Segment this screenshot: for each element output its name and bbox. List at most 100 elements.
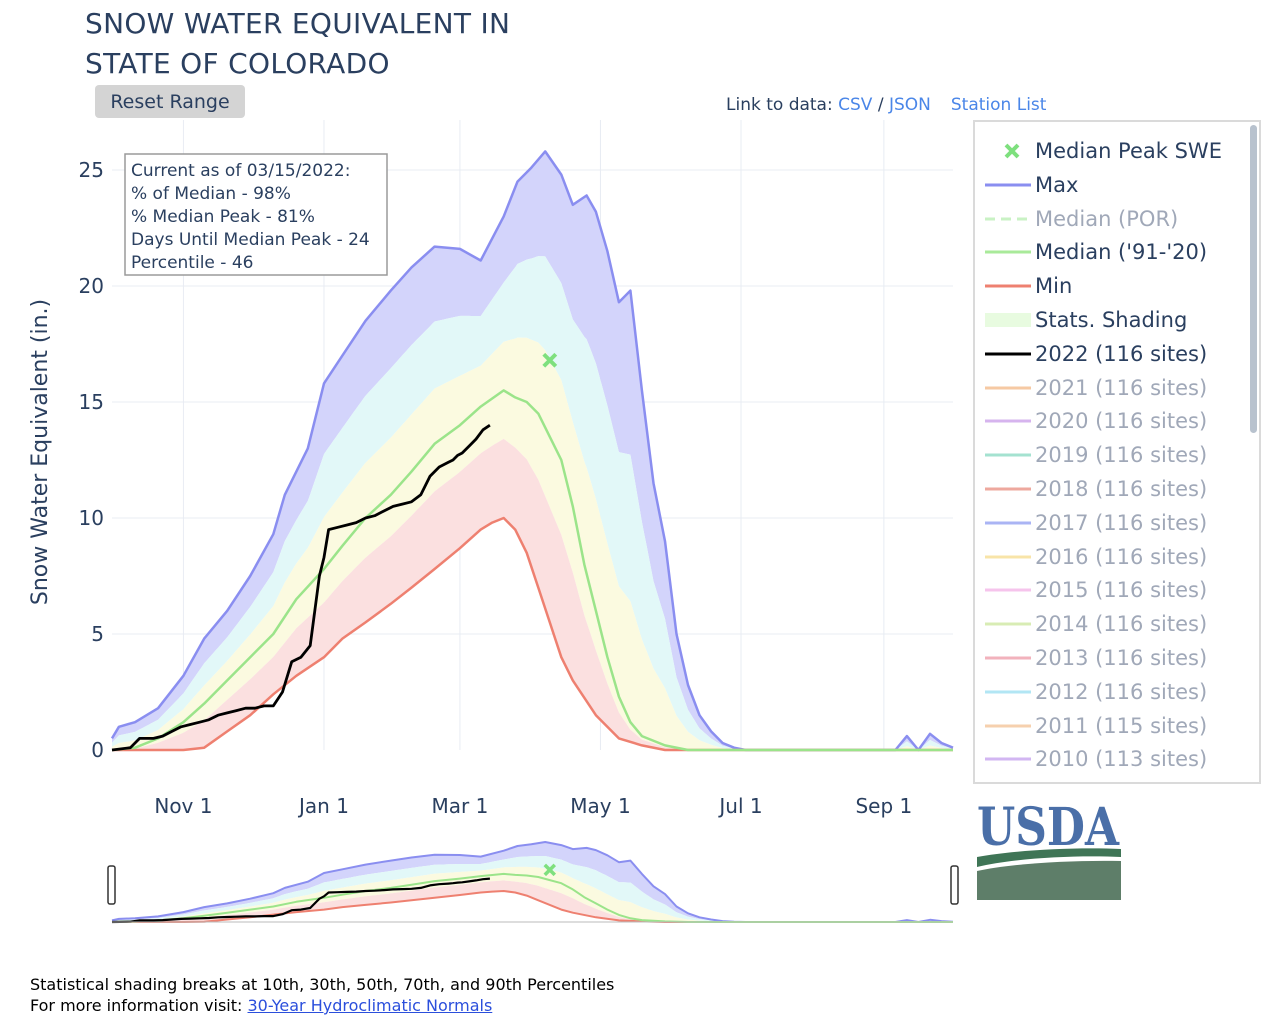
median-peak-marker <box>542 352 558 368</box>
legend-item[interactable]: 2021 (116 sites) <box>975 373 1235 403</box>
band-p10-p30 <box>112 438 953 750</box>
footer-info: For more information visit: 30-Year Hydr… <box>30 995 614 1016</box>
median-series-line <box>111 389 953 752</box>
band-p50-p70 <box>112 337 953 750</box>
slider-median-peak-marker <box>543 863 557 877</box>
legend-swatch <box>985 183 1031 187</box>
legend-item[interactable]: 2010 (113 sites) <box>975 744 1235 774</box>
current-year-series-line <box>111 424 491 752</box>
legend-label: 2022 (116 sites) <box>1035 341 1208 366</box>
legend-item[interactable]: 2016 (116 sites) <box>975 542 1235 572</box>
range-handle-right <box>950 865 959 905</box>
legend-swatch <box>985 521 1031 525</box>
legend-swatch <box>985 352 1031 356</box>
current-status-annotation: Current as of 03/15/2022: % of Median - 9… <box>124 153 388 276</box>
legend-swatch <box>985 588 1031 592</box>
slider-band <box>112 880 953 922</box>
annotation-line: Days Until Median Peak - 24 <box>131 230 370 250</box>
station-list-link[interactable]: Station List <box>950 95 1047 115</box>
y-tick-label: 25 <box>79 158 104 182</box>
y-tick-label: 5 <box>91 622 104 646</box>
legend-item[interactable]: 2018 (116 sites) <box>975 474 1235 504</box>
legend-label: 2013 (116 sites) <box>1035 646 1208 670</box>
json-link[interactable]: JSON <box>888 95 931 115</box>
link-separator: / <box>872 95 889 115</box>
legend-swatch <box>985 555 1031 559</box>
usda-logo-text: USDA <box>977 797 1120 858</box>
normals-link[interactable]: 30-Year Hydroclimatic Normals <box>247 996 493 1015</box>
legend-label: 2014 (116 sites) <box>1035 612 1208 637</box>
legend-item[interactable]: Max <box>975 170 1235 200</box>
chart-legend[interactable]: Median Peak SWE Max Median (POR) Median ('9… <box>973 120 1261 784</box>
legend-swatch <box>985 656 1031 660</box>
chart-title: SNOW WATER EQUIVALENT IN STATE OF COLORA… <box>85 4 510 84</box>
footer: Statistical shading breaks at 10th, 30th… <box>30 974 614 1016</box>
band-p30-p50 <box>112 390 953 750</box>
legend-swatch <box>985 487 1031 491</box>
legend-item[interactable]: 2022 (116 sites) <box>975 339 1235 369</box>
legend-item[interactable]: 2017 (116 sites) <box>975 508 1235 538</box>
annotation-line: % of Median - 98% <box>131 184 291 204</box>
annotation-box <box>124 153 388 276</box>
legend-swatch <box>985 724 1031 728</box>
footer-info-prefix: For more information visit: <box>30 996 248 1015</box>
range-handle-left <box>107 865 116 905</box>
y-tick-label: 0 <box>91 738 104 762</box>
legend-label: 2018 (116 sites) <box>1035 477 1208 501</box>
x-tick-label: Jul 1 <box>717 794 762 818</box>
legend-label: 2015 (116 sites) <box>1035 578 1208 603</box>
reset-range-button[interactable]: Reset Range <box>95 85 245 118</box>
usda-logo: USDA <box>977 797 1121 900</box>
annotation-line: Percentile - 46 <box>131 253 253 273</box>
legend-swatch <box>985 419 1031 423</box>
y-tick-label: 20 <box>79 274 104 298</box>
legend-swatch <box>985 453 1031 457</box>
title-line-1: SNOW WATER EQUIVALENT IN <box>85 7 511 40</box>
slider-current-line <box>111 877 490 924</box>
title-line-2: STATE OF COLORADO <box>85 47 390 80</box>
legend-item[interactable]: Median ('91-'20) <box>975 237 1235 267</box>
legend-swatch <box>1004 143 1020 159</box>
legend-label: Median Peak SWE <box>1035 139 1222 163</box>
legend-label: 2020 (116 sites) <box>1035 409 1208 434</box>
x-tick-label: May 1 <box>570 794 630 818</box>
legend-item[interactable]: Median Peak SWE <box>975 136 1235 166</box>
annotation-line: Current as of 03/15/2022: <box>131 161 350 181</box>
legend-item[interactable]: 2014 (116 sites) <box>975 609 1235 639</box>
legend-item[interactable]: 2019 (116 sites) <box>975 440 1235 470</box>
x-tick-label: Nov 1 <box>154 794 212 818</box>
link-prefix: Link to data: <box>726 95 839 115</box>
legend-swatch <box>985 250 1031 254</box>
y-tick-label: 10 <box>79 506 104 530</box>
legend-swatch <box>985 284 1031 288</box>
legend-label: Median (POR) <box>1035 206 1179 231</box>
legend-item[interactable]: Median (POR) <box>975 204 1235 234</box>
legend-swatch <box>985 313 1031 327</box>
legend-label: Median ('91-'20) <box>1035 240 1208 265</box>
legend-swatch <box>985 386 1031 390</box>
legend-swatch <box>985 757 1031 761</box>
legend-label: Max <box>1035 172 1079 197</box>
legend-label: 2011 (115 sites) <box>1035 713 1208 738</box>
legend-label: 2016 (116 sites) <box>1035 544 1208 569</box>
legend-label: 2012 (116 sites) <box>1035 679 1208 704</box>
legend-item[interactable]: Stats. Shading <box>975 305 1235 335</box>
legend-label: 2019 (116 sites) <box>1035 443 1208 468</box>
legend-swatch <box>985 217 1031 221</box>
legend-label: 2010 (113 sites) <box>1035 747 1208 772</box>
csv-link[interactable]: CSV <box>838 95 873 115</box>
data-links: Link to data: CSV / JSON Station List <box>726 95 1046 115</box>
annotation-line: % Median Peak - 81% <box>131 207 315 227</box>
legend-scrollbar[interactable] <box>1250 125 1257 433</box>
legend-item[interactable]: 2020 (116 sites) <box>975 406 1235 436</box>
legend-swatch <box>985 622 1031 626</box>
legend-item[interactable]: Min <box>975 271 1235 301</box>
legend-item[interactable]: 2012 (116 sites) <box>975 677 1235 707</box>
legend-item[interactable]: 2011 (115 sites) <box>975 711 1235 741</box>
x-tick-label: Jan 1 <box>297 794 349 818</box>
legend-item[interactable]: 2013 (116 sites) <box>975 643 1235 673</box>
legend-swatch <box>985 690 1031 694</box>
legend-item[interactable]: 2015 (116 sites) <box>975 575 1235 605</box>
x-tick-label: Sep 1 <box>855 794 912 818</box>
